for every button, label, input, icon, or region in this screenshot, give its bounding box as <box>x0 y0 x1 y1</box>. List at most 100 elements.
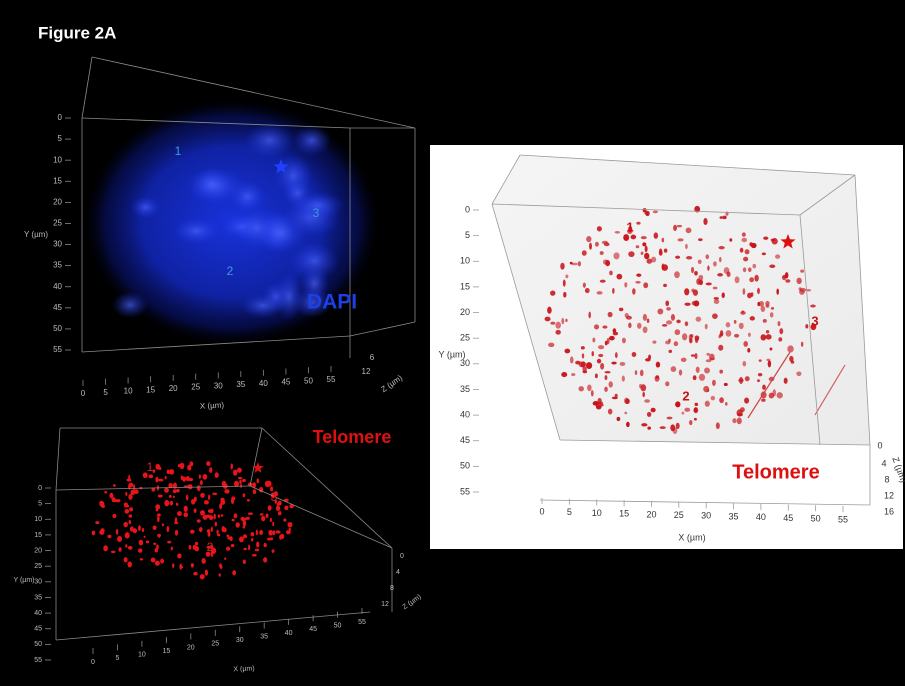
telomere-spot <box>158 494 163 497</box>
z-tick-label: 0 <box>877 440 882 450</box>
telomere-spot <box>253 489 256 493</box>
telomere-spot <box>226 547 230 551</box>
region-label: 2 <box>682 388 689 403</box>
z-tick-label: 6 <box>370 353 375 362</box>
telomere-spot <box>164 487 169 492</box>
x-tick-label: 35 <box>729 511 739 521</box>
nucleus-texture <box>229 180 266 213</box>
telomere-spot <box>615 352 618 358</box>
telomere-spot <box>279 535 282 540</box>
telomere-spot <box>104 491 107 494</box>
region-label: 1 <box>147 460 154 474</box>
telomere-spot <box>221 514 224 517</box>
y-tick-label: 20 <box>34 547 42 554</box>
telomere-spot <box>655 376 660 382</box>
x-tick-label: 55 <box>327 375 336 384</box>
telomere-spot <box>686 227 692 233</box>
telomere-spot <box>763 237 768 240</box>
telomere-spot <box>209 467 212 473</box>
telomere-spot <box>111 551 116 553</box>
telomere-spot <box>242 479 246 482</box>
telomere-spot <box>561 372 567 377</box>
telomere-spot <box>177 553 181 558</box>
telomere-spot <box>193 572 198 576</box>
telomere-spot <box>275 530 280 533</box>
telomere-spot <box>278 501 282 506</box>
telomere-spot <box>146 540 149 543</box>
x-tick-label: 0 <box>539 506 544 516</box>
telomere-spot <box>777 392 783 398</box>
x-tick-label: 45 <box>783 513 793 523</box>
telomere-spot <box>560 263 564 270</box>
z-tick-label: 12 <box>381 601 389 608</box>
telomere-spot <box>230 463 232 469</box>
telomere-spot <box>243 493 246 497</box>
telomere-spot <box>695 335 700 340</box>
figure: Figure 2A 051015202530354045505505101520… <box>0 0 905 681</box>
telomere-spot <box>663 284 667 287</box>
nucleus-texture <box>235 207 279 249</box>
telomere-spot <box>239 480 241 484</box>
telomere-spot <box>636 222 640 225</box>
telomere-spot <box>217 534 220 537</box>
region-label: 2 <box>207 540 214 554</box>
telomere-spot <box>754 275 758 282</box>
y-tick-label: 5 <box>465 230 470 240</box>
telomere-spot <box>703 218 707 225</box>
telomere-spot <box>718 345 723 351</box>
telomere-spot <box>597 359 601 364</box>
telomere-spot <box>737 417 742 424</box>
z-tick-label: 8 <box>390 585 394 592</box>
telomere-spot <box>662 264 668 271</box>
telomere-spot <box>205 570 208 576</box>
telomere-spot <box>632 352 637 357</box>
telomere-spot <box>671 366 677 372</box>
telomere-spot <box>609 336 615 341</box>
telomere-spot <box>270 518 272 522</box>
y-tick-label: 5 <box>58 134 63 143</box>
y-tick-label: 15 <box>53 176 62 185</box>
telomere-spot <box>176 503 179 506</box>
telomere-spot <box>224 558 226 560</box>
telomere-spot <box>707 265 709 270</box>
telomere-spot <box>645 246 648 253</box>
telomere-spot <box>165 476 167 480</box>
telomere-spot <box>698 275 703 281</box>
telomere-spot <box>605 375 608 380</box>
telomere-spot <box>157 519 159 522</box>
telomere-spot <box>713 261 717 266</box>
telomere-spot <box>230 536 233 541</box>
telomere-spot <box>636 245 640 248</box>
telomere-spot <box>714 297 719 299</box>
telomere-spot <box>757 379 760 382</box>
telomere-spot <box>265 481 270 487</box>
telomere-spot <box>109 493 113 499</box>
telomere-spot <box>716 422 720 429</box>
telomere-spot <box>748 333 751 337</box>
telomere-spot <box>548 343 554 348</box>
x-tick-label: 50 <box>334 622 342 629</box>
y-tick-label: 30 <box>34 579 42 586</box>
telomere-spot <box>200 480 203 485</box>
nucleus-texture <box>172 217 221 244</box>
telomere-spot <box>197 519 201 522</box>
telomere-spot <box>286 530 291 534</box>
telomere-spot <box>268 530 272 536</box>
telomere-spot <box>694 407 698 412</box>
telomere-spot <box>153 543 156 545</box>
telomere-spot <box>268 505 272 511</box>
x-tick-label: 5 <box>116 655 120 662</box>
y-tick-label: 0 <box>58 113 63 122</box>
telomere-spot <box>263 557 267 562</box>
region-label: 3 <box>811 313 818 328</box>
telomere-spot <box>597 226 602 231</box>
telomere-spot <box>741 238 747 242</box>
telomere-spot <box>219 563 222 567</box>
telomere-spot <box>124 557 128 562</box>
telomere-spot <box>675 256 680 259</box>
telomere-spot <box>213 514 215 520</box>
x-tick-label: 25 <box>211 641 219 648</box>
telomere-spot <box>158 479 163 482</box>
telomere-spot <box>696 316 702 321</box>
telomere-spot <box>272 549 275 553</box>
